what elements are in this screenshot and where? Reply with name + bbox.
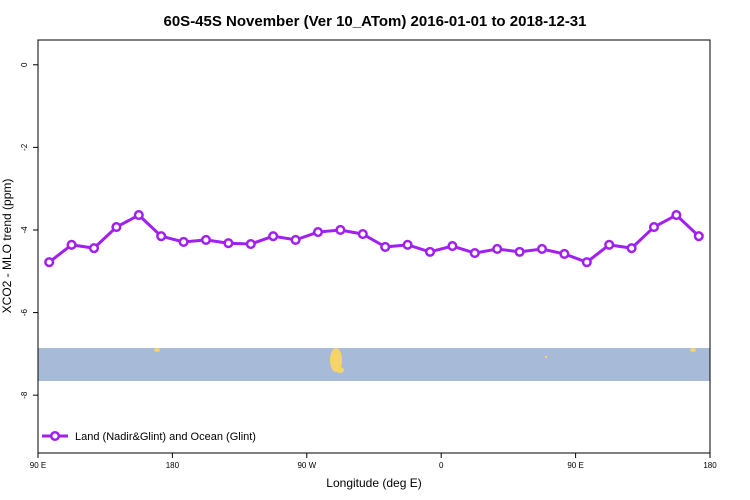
x-tick-label: 180 [703, 461, 717, 470]
point [447, 241, 458, 252]
y-tick-label: -8 [20, 391, 29, 399]
point [156, 231, 167, 242]
point [133, 210, 144, 221]
point [245, 238, 256, 250]
point [469, 248, 480, 259]
point [268, 231, 279, 242]
y-tick-label: -4 [20, 226, 29, 234]
point [178, 236, 189, 248]
point [335, 224, 346, 236]
point [514, 246, 525, 257]
series-line [48, 213, 700, 264]
point [671, 210, 682, 221]
point [380, 241, 391, 252]
point [88, 243, 100, 254]
chart-title: 60S-45S November (Ver 10_ATom) 2016-01-0… [164, 13, 587, 30]
x-tick-label: 90 E [30, 461, 46, 470]
point [604, 239, 615, 250]
point [648, 222, 660, 233]
plot-frame [37, 39, 711, 454]
point [66, 239, 77, 250]
x-tick-label: 90 W [297, 461, 316, 470]
point [492, 243, 503, 255]
y-tick-label: -6 [20, 308, 29, 316]
point [357, 229, 368, 240]
point [559, 248, 570, 259]
point [200, 234, 212, 245]
point [111, 222, 122, 233]
point [312, 226, 324, 238]
point [223, 238, 234, 249]
y-tick-label: -2 [20, 143, 29, 151]
x-tick-label: 0 [439, 461, 444, 470]
x-axis-label: Longitude (deg E) [326, 476, 421, 490]
point [581, 257, 592, 268]
point [693, 231, 704, 242]
y-axis-label: XCO2 - MLO trend (ppm) [0, 179, 14, 314]
point [424, 246, 436, 257]
point [402, 239, 413, 250]
legend-marker [49, 430, 61, 442]
point [626, 243, 637, 254]
x-tick-label: 90 E [567, 461, 583, 470]
legend-label: Land (Nadir&Glint) and Ocean (Glint) [75, 431, 256, 443]
y-tick-label: 0 [20, 62, 29, 67]
point [536, 243, 548, 255]
map-strip [38, 348, 710, 381]
point [44, 257, 55, 268]
point [290, 234, 301, 245]
x-tick-label: 180 [166, 461, 180, 470]
